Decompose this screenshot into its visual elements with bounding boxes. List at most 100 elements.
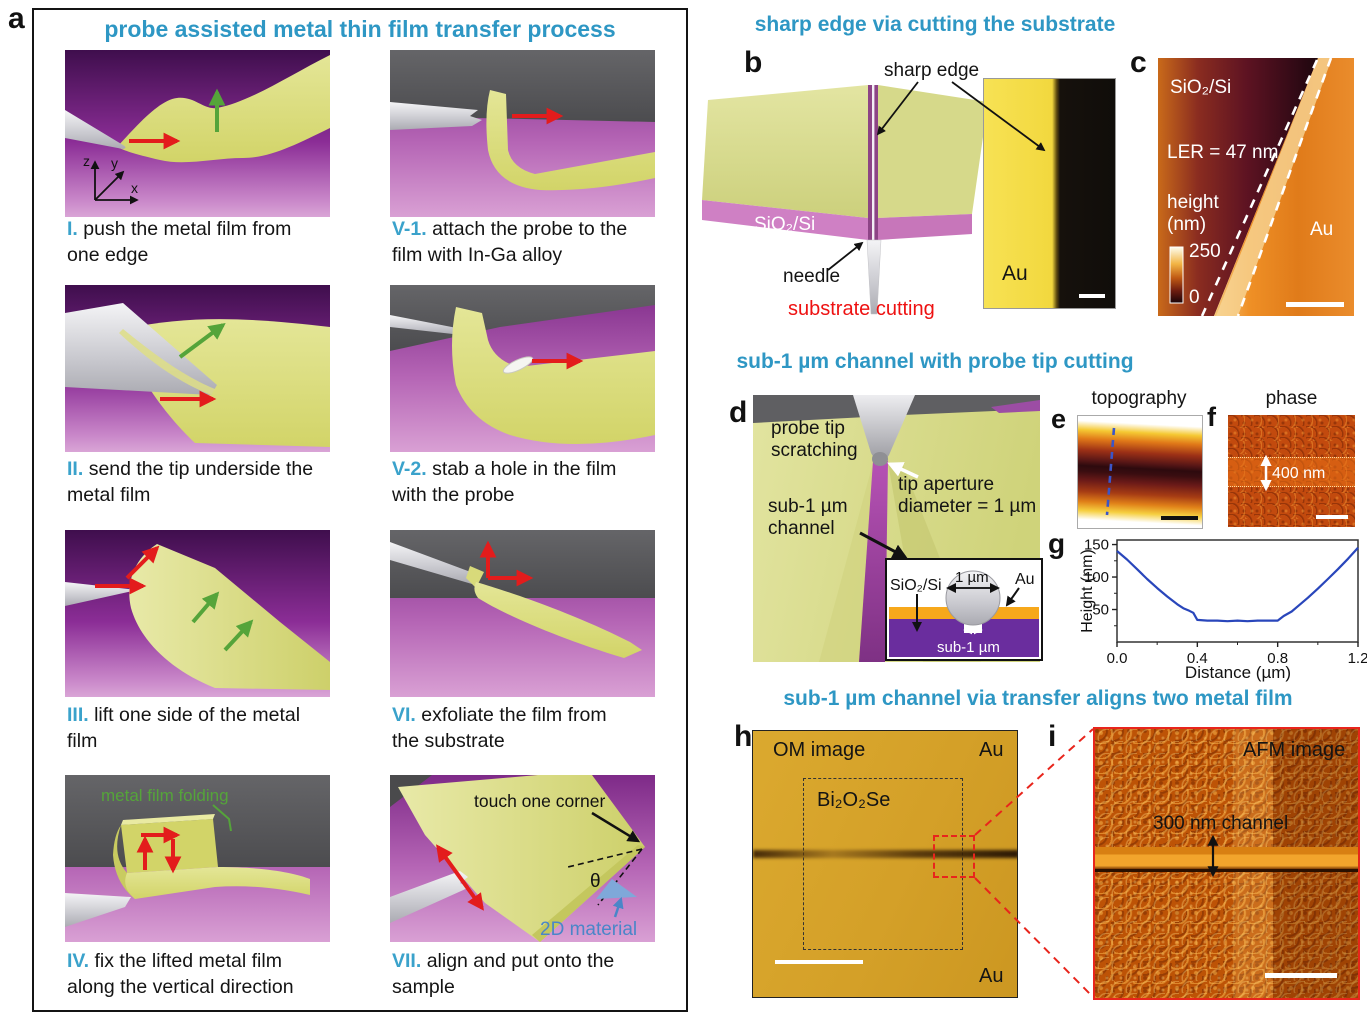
channel-line xyxy=(753,850,1017,858)
topography-title: topography xyxy=(1091,388,1187,409)
x-tick-label: 0.4 xyxy=(1187,650,1208,667)
label-line: probe tip xyxy=(771,418,845,439)
panel-c-afm-image: SiO₂/Si LER = 47 nm height (nm) 250 0 Au xyxy=(1158,58,1354,316)
film-edge-highlight xyxy=(119,329,215,395)
substrate-cutting-render xyxy=(702,85,988,315)
afm-edge-render: SiO₂/Si LER = 47 nm height (nm) 250 0 Au xyxy=(1158,58,1354,316)
panel-label-c: c xyxy=(1130,46,1147,79)
axis-x-label: x xyxy=(131,180,138,196)
bi2o2se-label: Bi₂O₂Se xyxy=(817,789,891,811)
step-num: III. xyxy=(67,704,89,726)
topography-image xyxy=(1077,415,1203,529)
afm-edge-streak xyxy=(1216,58,1332,316)
green-arrow xyxy=(178,322,226,359)
scene-step-III xyxy=(65,530,330,697)
profile-dashed-line xyxy=(1105,427,1116,516)
colorbar-min: 0 xyxy=(1189,287,1200,308)
y-tick-label: 50 xyxy=(1092,602,1109,619)
om-image-panel: OM image Au Au Bi₂O₂Se xyxy=(752,730,1018,998)
y-axis-label: Height (nm) xyxy=(1079,549,1096,633)
afm-image-label: AFM image xyxy=(1243,739,1346,761)
y-tick-label: 100 xyxy=(1084,569,1109,586)
edge-dashed-lines xyxy=(1200,58,1333,316)
step-text: lift one side of the metal xyxy=(94,704,301,726)
probe-tip xyxy=(853,395,915,462)
scene-step-VI-render xyxy=(390,530,655,697)
scale-bar xyxy=(1316,515,1348,519)
stab-hole xyxy=(502,356,534,374)
probe xyxy=(390,315,462,335)
channel-stripe xyxy=(859,461,888,662)
scene-step-V1 xyxy=(390,50,655,217)
label-line: diameter = 1 µm xyxy=(898,496,1037,517)
step-text: align and put onto the xyxy=(426,950,615,972)
y-tick-label: 150 xyxy=(1084,537,1109,554)
plot-frame xyxy=(1116,539,1359,643)
channel-band xyxy=(1095,847,1358,869)
background-wall xyxy=(390,50,655,122)
cut-slit xyxy=(872,85,875,240)
scene-step-V2-render xyxy=(390,285,655,452)
substrate-right-side xyxy=(878,214,972,240)
theta-label: θ xyxy=(590,871,601,892)
au-label-c: Au xyxy=(1310,219,1333,240)
2d-material-flake xyxy=(596,879,637,899)
axis-y-label: y xyxy=(111,155,118,171)
sio2-si-label-b: SiO₂/Si xyxy=(754,214,816,235)
scene-step-II xyxy=(65,285,330,452)
film-fold-left xyxy=(113,825,135,899)
step-text: exfoliate the film from xyxy=(421,704,607,726)
au-label-bottom: Au xyxy=(979,965,1004,987)
2d-material-label: 2D material xyxy=(540,919,637,940)
scale-bar xyxy=(1079,294,1105,298)
step-num: IV. xyxy=(67,950,90,972)
x-tick-label: 0.0 xyxy=(1107,650,1128,667)
step-num: V-1. xyxy=(392,218,427,240)
height-profile-chart: Height (nm) Distance (µm) 0.0 0.4 0.8 1.2 50… xyxy=(1079,537,1367,682)
scene-step-VII: touch one corner θ 2D material xyxy=(390,775,655,942)
scene-step-I: z y x xyxy=(65,50,330,217)
step-num: II. xyxy=(67,458,84,480)
tip-pointer-arrow xyxy=(887,462,919,479)
panel-label-f: f xyxy=(1207,402,1216,432)
sub-1um-channel-label: sub-1 µm channel xyxy=(768,496,848,540)
scale-bar xyxy=(1286,302,1344,307)
phase-channel-band xyxy=(1228,457,1355,487)
400nm-label: 400 nm xyxy=(1272,465,1325,482)
panel-label-h: h xyxy=(734,720,753,753)
colorbar xyxy=(1169,246,1184,304)
panel-label-d: d xyxy=(729,396,748,429)
step-text: with the probe xyxy=(392,484,515,506)
axis-z-label: z xyxy=(83,153,90,169)
channel-dark-edge xyxy=(1095,869,1358,872)
folding-leader-line xyxy=(212,804,232,832)
caption-step-IV: IV. fix the lifted metal film along the v… xyxy=(67,948,294,1000)
probe xyxy=(65,110,126,149)
panel-d-title: sub-1 µm channel with probe tip cutting xyxy=(736,350,1134,373)
caption-step-VI: VI. exfoliate the film from the substrate xyxy=(392,702,607,754)
red-double-arrow xyxy=(436,844,484,911)
step-text: sample xyxy=(392,976,455,998)
probe-tip-end xyxy=(872,452,888,466)
scale-bar xyxy=(775,960,863,964)
scene-step-IV: metal film folding xyxy=(65,775,330,942)
substrate-cutting-label: substrate cutting xyxy=(788,298,935,320)
step-text: along the vertical direction xyxy=(67,976,294,998)
scale-bar xyxy=(1265,973,1337,978)
scene-step-III-render xyxy=(65,530,330,697)
panel-d-inset: 1 µm SiO₂/Si Au sub-1 µm xyxy=(885,558,1043,661)
step-text: send the tip underside the xyxy=(88,458,314,480)
bi2o2se-dashed-outline xyxy=(803,778,963,950)
film-left-face xyxy=(702,85,868,218)
caption-step-III: III. lift one side of the metal film xyxy=(67,702,300,754)
angle-dashed-lines xyxy=(567,848,643,906)
phase-title: phase xyxy=(1265,388,1318,409)
panel-label-a: a xyxy=(8,2,25,35)
scene-step-II-render xyxy=(65,285,330,452)
step-text: push the metal film from xyxy=(83,218,292,240)
panel-label-g: g xyxy=(1048,528,1066,559)
panel-h-title: sub-1 µm channel via transfer aligns two… xyxy=(783,687,1293,710)
2d-material-arrow xyxy=(612,896,624,918)
touch-corner-arrow xyxy=(591,811,641,843)
label-line: tip aperture xyxy=(898,474,995,495)
